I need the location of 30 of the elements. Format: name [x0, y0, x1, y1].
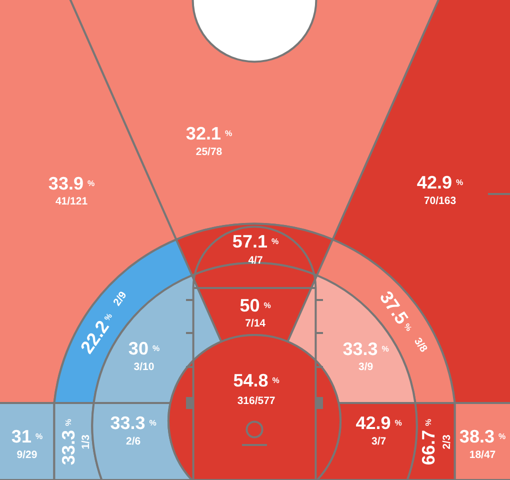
category-label: 316/577: [237, 394, 276, 407]
category-label: 25/78: [196, 146, 222, 158]
data-label: 50 %: [240, 296, 271, 316]
category-label: 3/7: [371, 435, 386, 448]
data-label: 33.3 %: [342, 338, 389, 359]
category-label: 3/10: [134, 361, 154, 374]
data-label: 42.9 %: [356, 413, 402, 434]
category-label: 2/6: [126, 435, 141, 448]
category-label: 9/29: [16, 448, 38, 461]
data-label: 33.3 %: [58, 418, 79, 466]
category-label: 3/9: [358, 361, 374, 374]
category-label: 70/163: [424, 195, 456, 208]
category-label: 1/3: [80, 434, 92, 450]
category-label: 41/121: [55, 195, 88, 208]
data-label: 33.9 %: [48, 173, 95, 194]
category-label: 18/47: [469, 448, 496, 461]
category-label: 3/8: [412, 336, 429, 355]
data-label: 32.1 %: [186, 123, 232, 144]
category-label: 2/3: [440, 434, 453, 450]
data-label: 38.3 %: [459, 426, 506, 446]
data-label: 33.3 %: [110, 413, 156, 434]
category-label: 2/9: [112, 290, 130, 308]
data-label: 31 %: [11, 426, 43, 446]
category-label: 7/14: [245, 317, 266, 330]
data-label: 30 %: [128, 338, 160, 359]
category-label: 4/7: [248, 254, 263, 266]
data-label: 54.8 %: [233, 370, 280, 390]
data-label: 42.9 %: [416, 172, 464, 192]
data-label: 66.7 %: [418, 418, 438, 466]
data-label: 57.1 %: [232, 231, 279, 252]
